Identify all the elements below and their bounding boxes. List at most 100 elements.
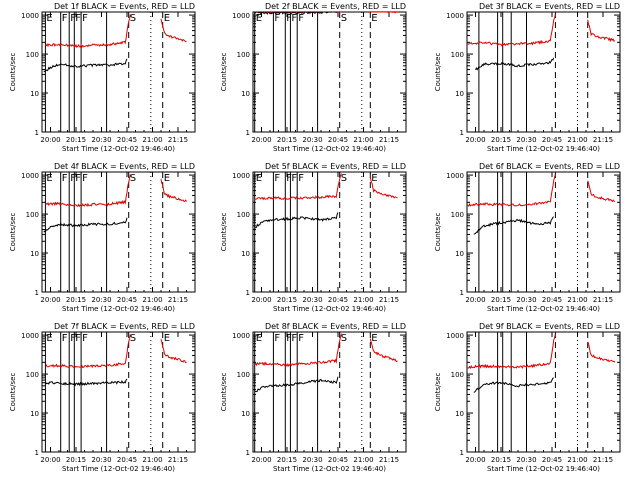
x-tick-label: 20:30 — [91, 296, 111, 304]
y-tick-label: 1 — [460, 449, 464, 457]
y-axis-label: Counts/sec — [434, 53, 442, 92]
lld-series-line — [467, 174, 556, 207]
chart-panel: Det 9f BLACK = Events, RED = LLD 1 10 100 10… — [434, 322, 621, 473]
plot-frame — [41, 171, 196, 293]
y-tick-label: 1000 — [446, 172, 464, 180]
x-tick-label: 21:15 — [168, 136, 188, 144]
y-tick-label: 1000 — [232, 332, 250, 340]
marker-label: F — [75, 173, 81, 184]
x-tick-label: 20:00 — [40, 456, 60, 464]
marker-label: E — [164, 173, 170, 184]
y-tick-label: 100 — [26, 51, 39, 59]
y-tick-label: 10 — [455, 250, 464, 258]
y-axis-label: Counts/sec — [9, 53, 17, 92]
y-tick-label: 10 — [241, 250, 250, 258]
lld-series-line — [160, 339, 187, 364]
x-tick-label: 21:00 — [567, 136, 587, 144]
x-tick-label: 20:45 — [117, 136, 137, 144]
plot-frame — [252, 171, 407, 293]
x-tick-label: 20:00 — [465, 296, 485, 304]
x-tick-label: 20:00 — [40, 296, 60, 304]
x-tick-label: 20:15 — [66, 456, 86, 464]
marker-label: F — [62, 173, 68, 184]
marker-label: S — [341, 13, 347, 24]
y-tick-label: 1 — [460, 289, 464, 297]
x-tick-label: 20:30 — [516, 456, 536, 464]
marker-label: E — [46, 173, 52, 184]
y-tick-label: 10 — [30, 90, 39, 98]
y-axis-label: Counts/sec — [220, 53, 228, 92]
x-tick-label: 20:00 — [465, 456, 485, 464]
x-axis-label: Start Time (12-Oct-02 19:46:40) — [62, 305, 175, 313]
events-series-line — [475, 57, 555, 71]
chart-title: Det 1f BLACK = Events, RED = LLD — [54, 2, 195, 11]
x-tick-label: 21:00 — [142, 296, 162, 304]
y-tick-label: 1000 — [232, 172, 250, 180]
chart-title: Det 8f BLACK = Events, RED = LLD — [265, 322, 406, 331]
marker-label: F — [70, 13, 76, 24]
chart-panel: Det 8f BLACK = Events, RED = LLD 1 10 100 10… — [220, 322, 407, 473]
marker-label: E — [46, 13, 52, 24]
x-tick-label: 20:45 — [328, 296, 348, 304]
y-axis-label: Counts/sec — [9, 213, 17, 252]
y-tick-label: 1000 — [446, 332, 464, 340]
x-tick-label: 21:00 — [142, 136, 162, 144]
marker-label: E — [371, 333, 377, 344]
x-tick-label: 21:00 — [567, 456, 587, 464]
x-axis-label: Start Time (12-Oct-02 19:46:40) — [62, 145, 175, 153]
marker-label: F — [286, 333, 292, 344]
y-axis-label: Counts/sec — [220, 213, 228, 252]
x-tick-label: 20:00 — [251, 136, 271, 144]
plot-frame — [41, 331, 196, 453]
x-tick-label: 20:45 — [542, 296, 562, 304]
x-tick-label: 20:15 — [491, 136, 511, 144]
x-tick-label: 20:30 — [91, 136, 111, 144]
x-tick-label: 21:15 — [379, 456, 399, 464]
y-tick-label: 1000 — [232, 12, 250, 20]
chart-title: Det 3f BLACK = Events, RED = LLD — [479, 2, 620, 11]
y-tick-label: 100 — [237, 371, 250, 379]
x-tick-label: 20:30 — [302, 456, 322, 464]
marker-label: F — [75, 333, 81, 344]
x-tick-label: 20:00 — [40, 136, 60, 144]
x-tick-label: 21:15 — [168, 456, 188, 464]
marker-label: S — [130, 173, 136, 184]
marker-label: F — [70, 173, 76, 184]
x-tick-label: 21:15 — [379, 136, 399, 144]
x-tick-label: 20:15 — [277, 136, 297, 144]
lld-series-line — [254, 173, 342, 201]
x-tick-label: 20:15 — [491, 456, 511, 464]
x-tick-label: 20:30 — [302, 136, 322, 144]
events-series-line — [254, 12, 338, 16]
x-tick-label: 21:15 — [593, 296, 613, 304]
x-tick-label: 20:15 — [66, 296, 86, 304]
y-tick-label: 1000 — [446, 12, 464, 20]
y-tick-label: 100 — [451, 371, 464, 379]
marker-label: F — [62, 333, 68, 344]
y-tick-label: 1000 — [21, 12, 39, 20]
marker-label: S — [341, 173, 347, 184]
x-tick-label: 20:30 — [516, 296, 536, 304]
y-axis-label: Counts/sec — [9, 373, 17, 412]
x-axis-label: Start Time (12-Oct-02 19:46:40) — [273, 145, 386, 153]
chart-panel: Det 1f BLACK = Events, RED = LLD 1 10 100 10… — [9, 2, 196, 153]
y-tick-label: 100 — [237, 51, 250, 59]
plot-frame — [466, 171, 621, 293]
x-tick-label: 20:45 — [328, 136, 348, 144]
chart-panel: Det 2f BLACK = Events, RED = LLD 1 10 100 10… — [220, 2, 407, 153]
lld-series-line — [44, 174, 131, 208]
chart-title: Det 5f BLACK = Events, RED = LLD — [265, 162, 406, 171]
y-tick-label: 1 — [246, 289, 250, 297]
events-series-line — [473, 216, 554, 235]
x-tick-label: 20:30 — [302, 296, 322, 304]
lld-series-line — [587, 19, 616, 43]
marker-label: S — [130, 333, 136, 344]
y-tick-label: 1 — [35, 449, 39, 457]
marker-label: F — [82, 173, 88, 184]
x-tick-label: 21:15 — [168, 296, 188, 304]
y-axis-label: Counts/sec — [434, 373, 442, 412]
lld-series-line — [160, 179, 187, 202]
plot-frame — [466, 331, 621, 453]
x-axis-label: Start Time (12-Oct-02 19:46:40) — [487, 145, 600, 153]
